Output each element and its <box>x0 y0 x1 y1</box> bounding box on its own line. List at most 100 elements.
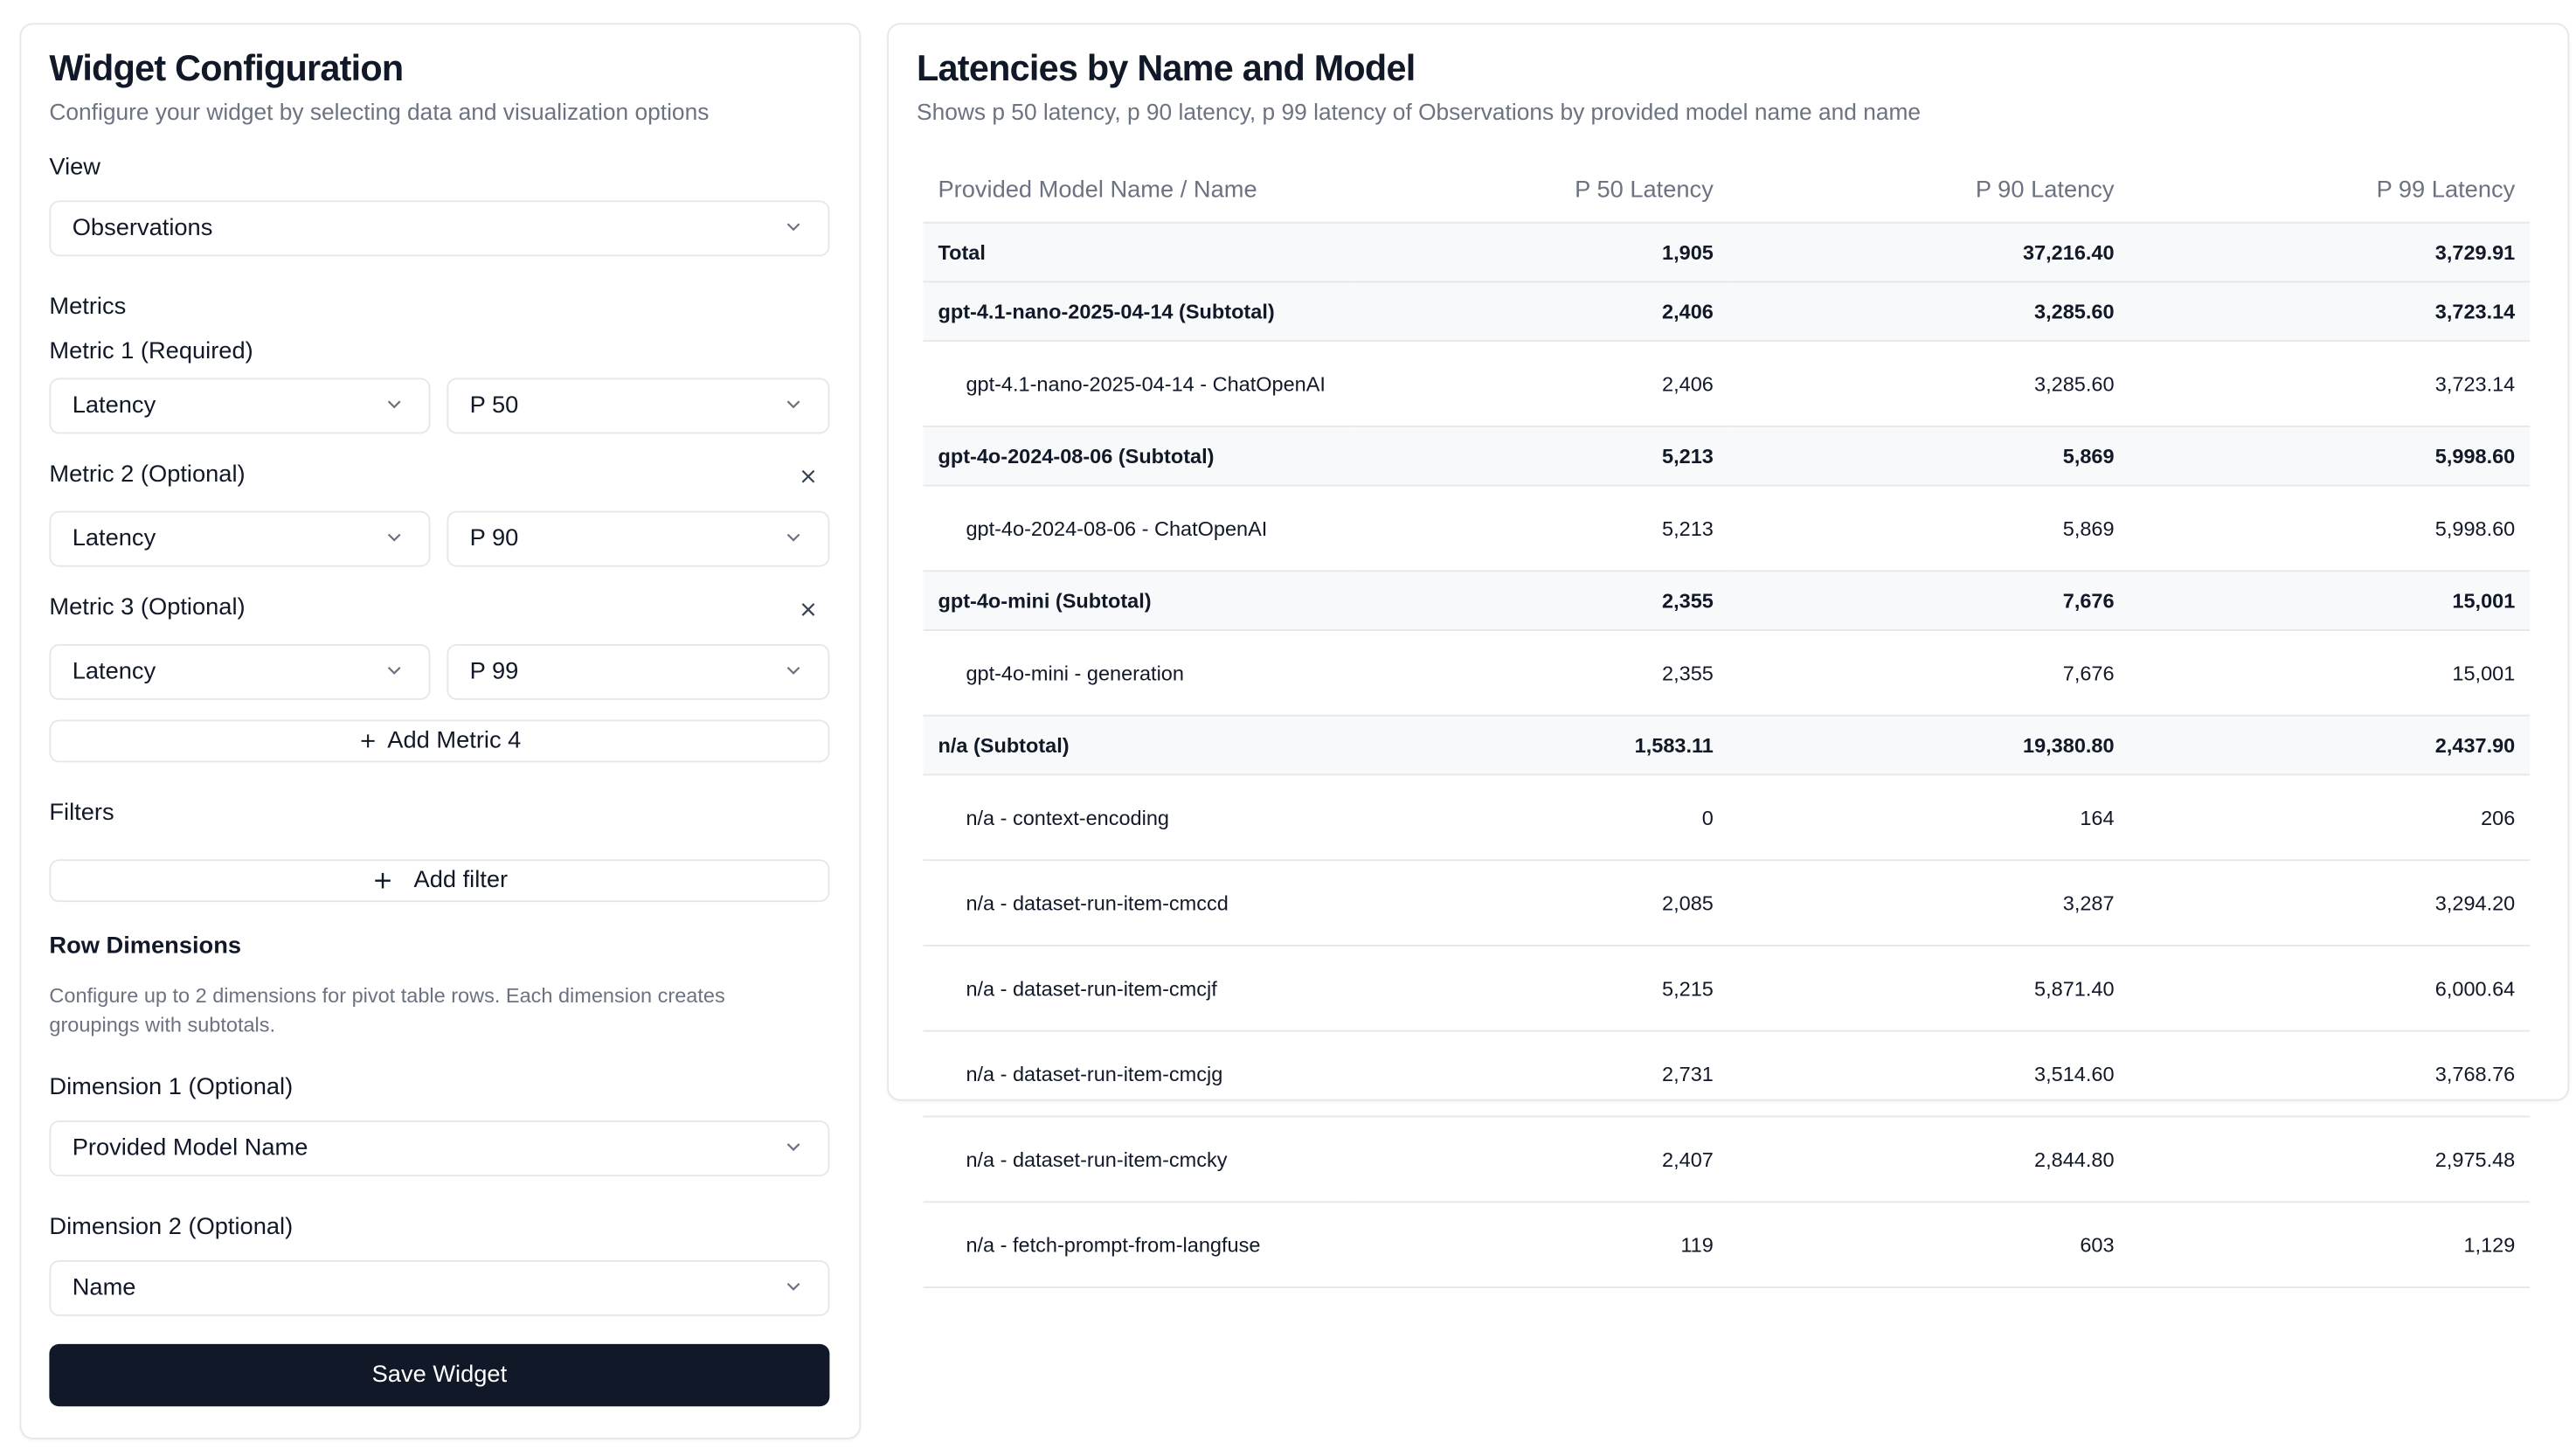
measure-select[interactable]: Latency <box>49 643 431 700</box>
value-cell: 7,676 <box>1728 629 2129 717</box>
text: P 50 <box>469 392 519 419</box>
view-select[interactable]: Observations <box>49 200 830 257</box>
value-cell: 2,975.48 <box>2129 1116 2531 1203</box>
row-name: n/a - dataset-run-item-cmcky <box>923 1116 1351 1203</box>
value-cell: 5,869 <box>1728 485 2129 572</box>
value-cell: 3,285.60 <box>1728 341 2129 427</box>
value-cell: 3,294.20 <box>2129 860 2531 946</box>
text: Metric 1 (Required) <box>49 338 253 365</box>
item-row: n/a - dataset-run-item-cmcjg 2,731 3,514.6… <box>923 1030 2531 1118</box>
metric-label: Metric 3 (Optional) <box>49 595 245 621</box>
row-name: n/a (Subtotal) <box>923 715 1351 776</box>
text: Metric 2 (Optional) <box>49 461 246 489</box>
add-filter-button[interactable]: Add filter <box>49 859 830 903</box>
chevron-icon <box>786 1282 800 1291</box>
row-name: n/a - dataset-run-item-cmccd <box>923 860 1351 946</box>
value-cell: 3,287 <box>1728 860 2129 946</box>
value-cell: 3,514.60 <box>1728 1030 2129 1118</box>
text: Provided Model Name <box>72 1135 308 1162</box>
aggregation-select[interactable]: P 50 <box>447 378 830 434</box>
table-title: Latencies by Name and Model <box>917 47 1416 89</box>
text: Dimension 2 (Optional) <box>49 1214 294 1241</box>
row-name: n/a - fetch-prompt-from-langfuse <box>923 1202 1351 1288</box>
pivot-table: Provided Model Name / Name P 50 Latency P … <box>923 157 2531 1288</box>
button-text: Add Metric 4 <box>387 727 522 754</box>
row-name: gpt-4o-2024-08-06 - ChatOpenAI <box>923 485 1351 572</box>
chevron-icon <box>387 400 401 409</box>
table-subtitle: Shows p 50 latency, p 90 latency, p 99 l… <box>917 98 1922 125</box>
value-cell: 2,731 <box>1350 1030 1728 1118</box>
row-name: gpt-4o-mini - generation <box>923 629 1351 717</box>
close-icon[interactable] <box>797 598 820 621</box>
measure-select[interactable]: Latency <box>49 510 431 567</box>
column-header: Provided Model Name / Name <box>923 157 1351 224</box>
item-row: n/a - dataset-run-item-cmcky 2,407 2,844.8… <box>923 1116 2531 1203</box>
config-title: Widget Configuration <box>49 47 404 89</box>
column-header: P 50 Latency <box>1350 157 1728 224</box>
value-cell: 5,871.40 <box>1728 945 2129 1032</box>
aggregation-select[interactable]: P 90 <box>447 510 830 567</box>
value-cell: 2,407 <box>1350 1116 1728 1203</box>
value-cell: 3,723.14 <box>2129 341 2531 427</box>
row-name: gpt-4o-mini (Subtotal) <box>923 571 1351 631</box>
value-cell: 119 <box>1350 1202 1728 1288</box>
value-cell: 1,129 <box>2129 1202 2531 1288</box>
subtotal-row: gpt-4o-mini (Subtotal) 2,355 7,676 15,001 <box>923 571 2531 631</box>
value-cell: 15,001 <box>2129 629 2531 717</box>
subtotal-row: gpt-4.1-nano-2025-04-14 (Subtotal) 2,406 3… <box>923 281 2531 343</box>
value-cell: 1,583.11 <box>1350 715 1728 776</box>
value-cell: 3,723.14 <box>2129 281 2531 343</box>
text: P 90 <box>469 525 519 552</box>
item-row: n/a - dataset-run-item-cmccd 2,085 3,287 3,… <box>923 860 2531 946</box>
close-icon[interactable] <box>797 465 820 488</box>
config-subtitle: Configure your widget by selecting data … <box>49 98 710 125</box>
dimension-select[interactable]: Provided Model Name <box>49 1120 830 1177</box>
value-cell: 2,355 <box>1350 571 1728 631</box>
value-cell: 3,729.91 <box>2129 222 2531 283</box>
value-cell: 2,406 <box>1350 341 1728 427</box>
chevron-icon <box>786 223 800 232</box>
measure-select[interactable]: Latency <box>49 378 431 434</box>
row-name: Total <box>923 222 1351 283</box>
chevron-icon <box>786 400 800 409</box>
value-cell: 15,001 <box>2129 571 2531 631</box>
plus-icon <box>361 734 375 748</box>
dimension-select[interactable]: Name <box>49 1259 830 1316</box>
remove-metric <box>797 598 820 629</box>
config-panel <box>19 23 862 1439</box>
view-label: View <box>49 154 101 181</box>
chevron-icon <box>387 533 401 542</box>
value-cell: 6,000.64 <box>2129 945 2531 1032</box>
dimension-label: Dimension 1 (Optional) <box>49 1075 293 1101</box>
value-cell: 5,869 <box>1728 426 2129 487</box>
add-metric-button[interactable]: Add Metric 4 <box>49 719 830 763</box>
aggregation-select[interactable]: P 99 <box>447 643 830 700</box>
value-cell: 5,998.60 <box>2129 426 2531 487</box>
value-cell: 164 <box>1728 774 2129 862</box>
row-name: n/a - dataset-run-item-cmcjf <box>923 945 1351 1032</box>
text: Latency <box>72 525 156 552</box>
value-cell: 37,216.40 <box>1728 222 2129 283</box>
row-dimensions-title: Row Dimensions <box>49 932 242 960</box>
save-button[interactable]: Save Widget <box>49 1343 830 1407</box>
value-cell: 5,998.60 <box>2129 485 2531 572</box>
item-row: gpt-4o-mini - generation 2,355 7,676 15,001 <box>923 629 2531 717</box>
dimension-label: Dimension 2 (Optional) <box>49 1214 293 1240</box>
subtotal-row: gpt-4o-2024-08-06 (Subtotal) 5,213 5,869 5,… <box>923 426 2531 487</box>
value-cell: 5,213 <box>1350 426 1728 487</box>
metrics-label: Metrics <box>49 294 127 321</box>
row-name: gpt-4.1-nano-2025-04-14 - ChatOpenAI <box>923 341 1351 427</box>
row-name: gpt-4.1-nano-2025-04-14 (Subtotal) <box>923 281 1351 343</box>
value-cell: 603 <box>1728 1202 2129 1288</box>
value-cell: 5,213 <box>1350 485 1728 572</box>
row-dimensions-description: Configure up to 2 dimensions for pivot t… <box>49 984 725 1037</box>
value-cell: 206 <box>2129 774 2531 862</box>
value-cell: 3,768.76 <box>2129 1030 2531 1118</box>
button-text: Add filter <box>413 867 509 894</box>
value-cell: 2,437.90 <box>2129 715 2531 776</box>
column-header: P 90 Latency <box>1728 157 2129 224</box>
value-cell: 19,380.80 <box>1728 715 2129 776</box>
item-row: gpt-4o-2024-08-06 - ChatOpenAI 5,213 5,869… <box>923 485 2531 572</box>
value-cell: 2,355 <box>1350 629 1728 717</box>
